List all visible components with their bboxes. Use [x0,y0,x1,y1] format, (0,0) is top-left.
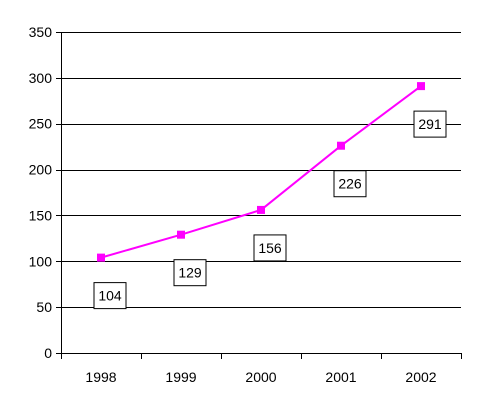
data-label-box [93,282,127,310]
y-tick-label: 350 [29,24,53,40]
data-labels: 104 129 156 226 291 [93,110,447,310]
axes [56,32,462,359]
data-label-box [253,234,287,262]
data-label-text: 291 [418,116,442,132]
data-label-text: 156 [258,240,282,256]
y-tick-label: 100 [29,253,53,269]
y-tick-labels: 0 50 100 150 200 250 300 350 [29,24,53,361]
data-label: 156 [253,234,287,262]
x-tick-label: 2001 [325,369,356,385]
data-point [417,82,425,91]
x-tick-label: 1999 [165,369,196,385]
grid [61,32,461,308]
x-tick-label: 1998 [85,369,116,385]
series-line [100,85,422,259]
data-point [257,205,265,214]
data-label: 104 [93,282,127,310]
data-label-text: 129 [178,265,202,281]
y-tick-label: 300 [29,70,53,86]
data-label: 226 [333,170,367,198]
data-label-text: 104 [98,288,122,304]
data-label-box [413,110,447,138]
x-tick-label: 2002 [405,369,436,385]
data-point [97,253,105,262]
data-label: 291 [413,110,447,138]
y-tick-label: 150 [29,207,53,223]
x-tick-labels: 1998 1999 2000 2001 2002 [85,369,436,385]
x-tick-label: 2000 [245,369,276,385]
y-tick-label: 200 [29,162,53,178]
data-label-box [173,259,207,287]
data-label-text: 226 [338,176,362,192]
data-label: 129 [173,259,207,287]
y-tick-label: 50 [36,299,52,315]
data-point [177,230,185,239]
y-tick-label: 250 [29,116,53,132]
data-point [337,141,345,150]
series [97,82,425,262]
y-tick-label: 0 [44,345,52,361]
data-label-box [333,170,367,198]
